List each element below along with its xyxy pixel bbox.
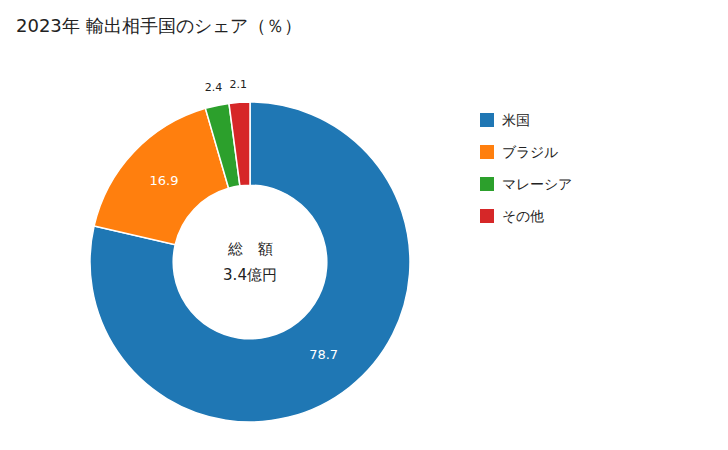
legend-label: 米国	[502, 112, 530, 128]
legend-swatch	[480, 177, 494, 191]
slices	[90, 102, 410, 422]
slice	[90, 102, 410, 422]
chart-root: 2023年 輸出相手国のシェア（％） 78.7 16.9 2.4 2.1 総 額 3.4億円…	[0, 0, 728, 450]
slice	[94, 108, 228, 244]
data-label: 2.4	[205, 81, 223, 94]
chart-title: 2023年 輸出相手国のシェア（％）	[16, 15, 302, 36]
legend-item: その他	[480, 208, 544, 224]
legend-item: ブラジル	[480, 144, 558, 160]
legend-label: その他	[502, 208, 544, 224]
legend-swatch	[480, 209, 494, 223]
slice	[229, 102, 250, 186]
legend-item: マレーシア	[480, 176, 572, 192]
legend-label: マレーシア	[502, 176, 572, 192]
center-text: 総 額	[227, 240, 273, 258]
data-label: 16.9	[150, 173, 179, 188]
data-label: 78.7	[309, 347, 338, 362]
legend-label: ブラジル	[502, 144, 558, 160]
data-label: 2.1	[230, 78, 248, 91]
legend-swatch	[480, 145, 494, 159]
data-labels: 78.7 16.9 2.4 2.1 総 額 3.4億円	[150, 78, 339, 362]
legend-swatch	[480, 113, 494, 127]
legend: 米国ブラジルマレーシアその他	[480, 112, 572, 224]
center-text: 3.4億円	[223, 266, 277, 284]
legend-item: 米国	[480, 112, 530, 128]
